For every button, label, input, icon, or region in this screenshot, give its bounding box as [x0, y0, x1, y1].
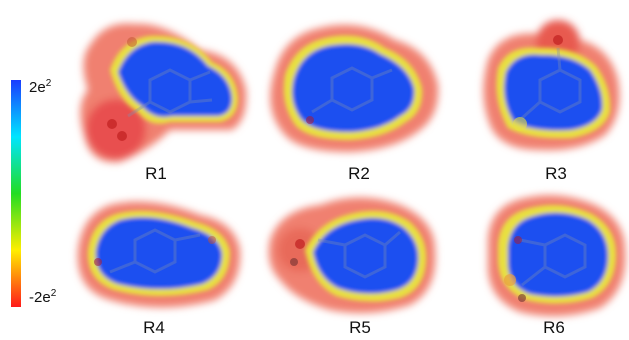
colorbar-max-exp: 2: [45, 78, 52, 89]
molecule-r3: [483, 20, 620, 151]
panel-label-r3: R3: [545, 164, 567, 183]
panel-label-r6: R6: [543, 318, 565, 337]
panel-label-r5: R5: [349, 318, 371, 337]
colorbar-min-exp: 2: [50, 288, 57, 299]
colorbar-max-label: 2e2: [29, 78, 51, 96]
molecule-r4: [77, 201, 241, 308]
panel-label-r2: R2: [348, 164, 370, 183]
panel-label-r4: R4: [143, 318, 165, 337]
colorbar-min-base: -2e: [29, 289, 51, 306]
molecule-r6: [488, 195, 626, 317]
molecule-r5: [268, 197, 436, 314]
colorbar: [11, 80, 21, 307]
molecule-r1: [80, 23, 247, 163]
molecule-r2: [270, 24, 439, 152]
colorbar-max-base: 2e: [29, 79, 46, 96]
panel-label-r1: R1: [145, 164, 167, 183]
colorbar-min-label: -2e2: [29, 288, 56, 306]
